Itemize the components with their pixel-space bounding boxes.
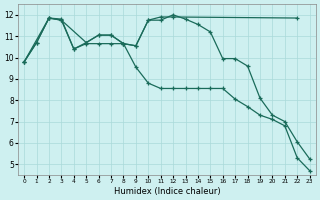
X-axis label: Humidex (Indice chaleur): Humidex (Indice chaleur)	[114, 187, 220, 196]
